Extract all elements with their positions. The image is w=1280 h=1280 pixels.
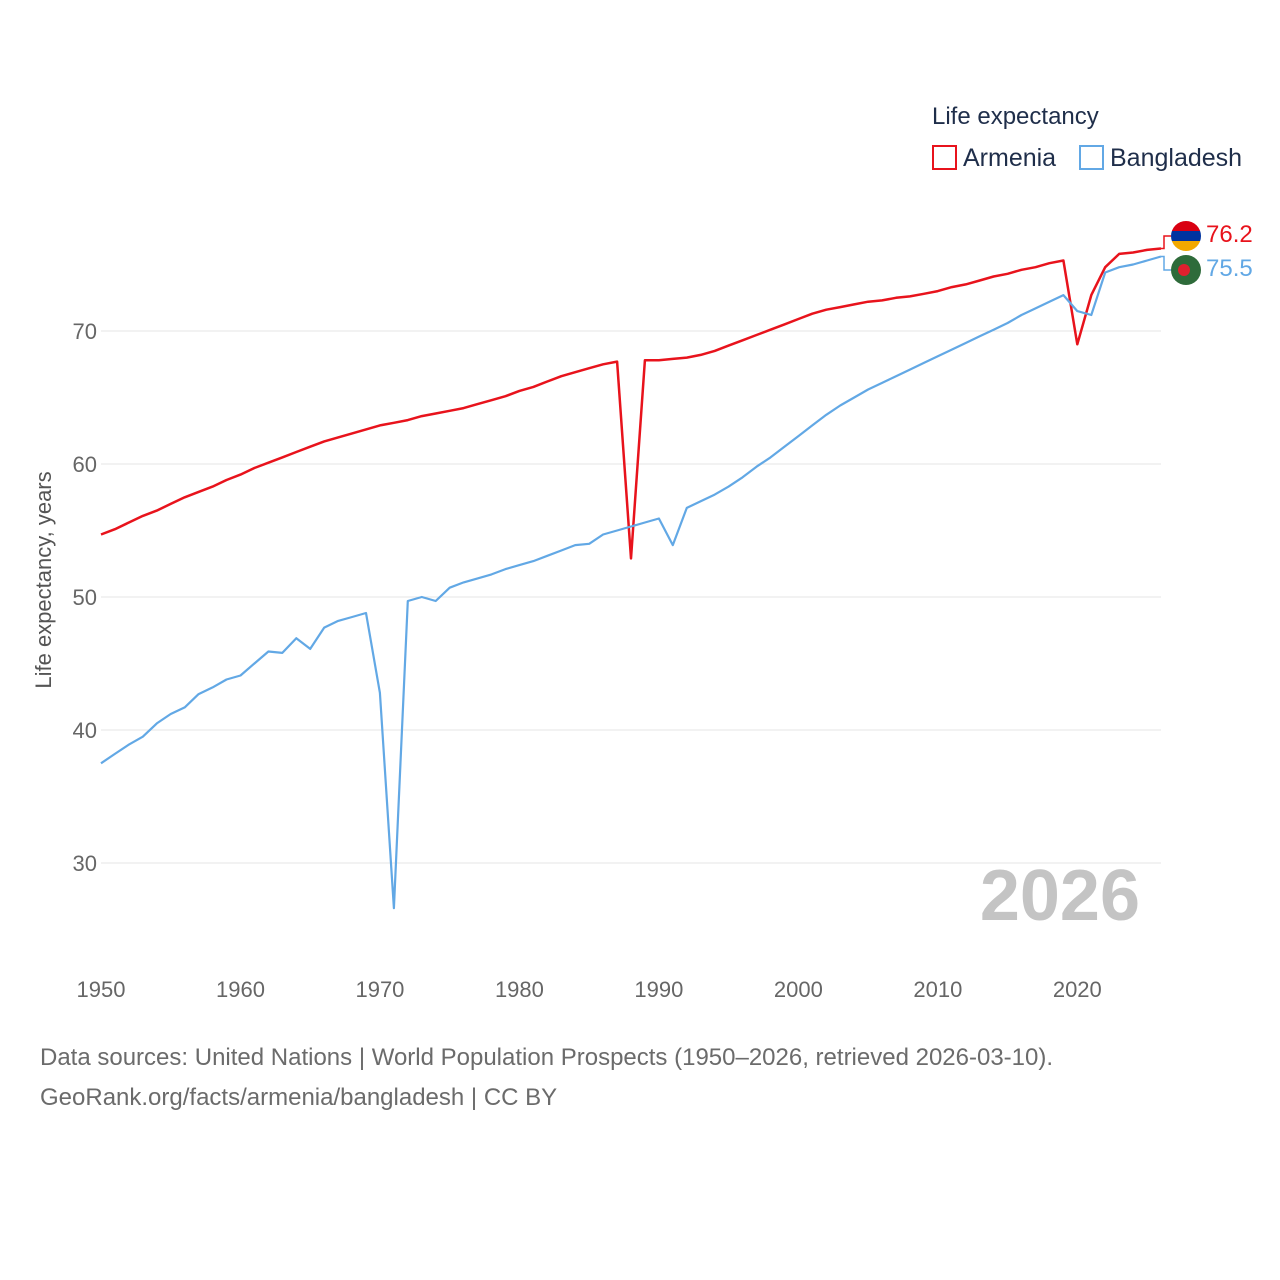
x-tick-label: 2010 xyxy=(913,977,962,1002)
gridlines xyxy=(101,330,1161,864)
series-lines xyxy=(100,247,1162,910)
footer-sources: Data sources: United Nations | World Pop… xyxy=(40,1044,1054,1071)
current-year-watermark: 2026 xyxy=(980,856,1140,936)
x-tick-label: 2000 xyxy=(774,977,823,1002)
legend-swatch-bangladesh xyxy=(1079,145,1104,170)
x-tick-label: 1980 xyxy=(495,977,544,1002)
x-tick-label: 1950 xyxy=(77,977,126,1002)
x-tick-label: 1990 xyxy=(634,977,683,1002)
bangladesh-end-connector xyxy=(1161,255,1171,271)
footer-attribution: GeoRank.org/facts/armenia/bangladesh | C… xyxy=(40,1084,558,1111)
bangladesh-end-label: 75.5 xyxy=(1206,255,1253,282)
legend-title: Life expectancy xyxy=(932,103,1099,130)
y-tick-label: 30 xyxy=(73,851,97,876)
legend-label-armenia: Armenia xyxy=(963,144,1056,172)
legend-item-armenia[interactable]: Armenia xyxy=(932,144,1056,172)
line-chart: 30 40 50 60 70 1950 1960 1970 1980 1990 2000 2010 2… xyxy=(31,103,1253,1002)
legend-item-bangladesh[interactable]: Bangladesh xyxy=(1079,144,1242,172)
armenia-end-connector xyxy=(1161,235,1171,250)
end-labels: 76.2 75.5 xyxy=(1161,221,1253,285)
y-tick-label: 60 xyxy=(73,452,97,477)
bangladesh-flag-icon xyxy=(1171,255,1201,285)
y-axis-ticks: 30 40 50 60 70 xyxy=(73,319,97,876)
armenia-end-label: 76.2 xyxy=(1206,221,1253,248)
legend-label-bangladesh: Bangladesh xyxy=(1110,144,1242,172)
series-line-armenia xyxy=(100,247,1162,560)
y-tick-label: 40 xyxy=(73,718,97,743)
x-tick-label: 2020 xyxy=(1053,977,1102,1002)
legend: Life expectancy Armenia Bangladesh xyxy=(932,103,1242,172)
y-tick-label: 70 xyxy=(73,319,97,344)
x-tick-label: 1970 xyxy=(355,977,404,1002)
y-tick-label: 50 xyxy=(73,585,97,610)
x-tick-label: 1960 xyxy=(216,977,265,1002)
y-axis-title: Life expectancy, years xyxy=(31,471,56,688)
armenia-flag-icon xyxy=(1171,221,1201,251)
series-line-bangladesh xyxy=(100,255,1162,910)
legend-swatch-armenia xyxy=(932,145,957,170)
x-axis-ticks: 1950 1960 1970 1980 1990 2000 2010 2020 xyxy=(77,977,1102,1002)
